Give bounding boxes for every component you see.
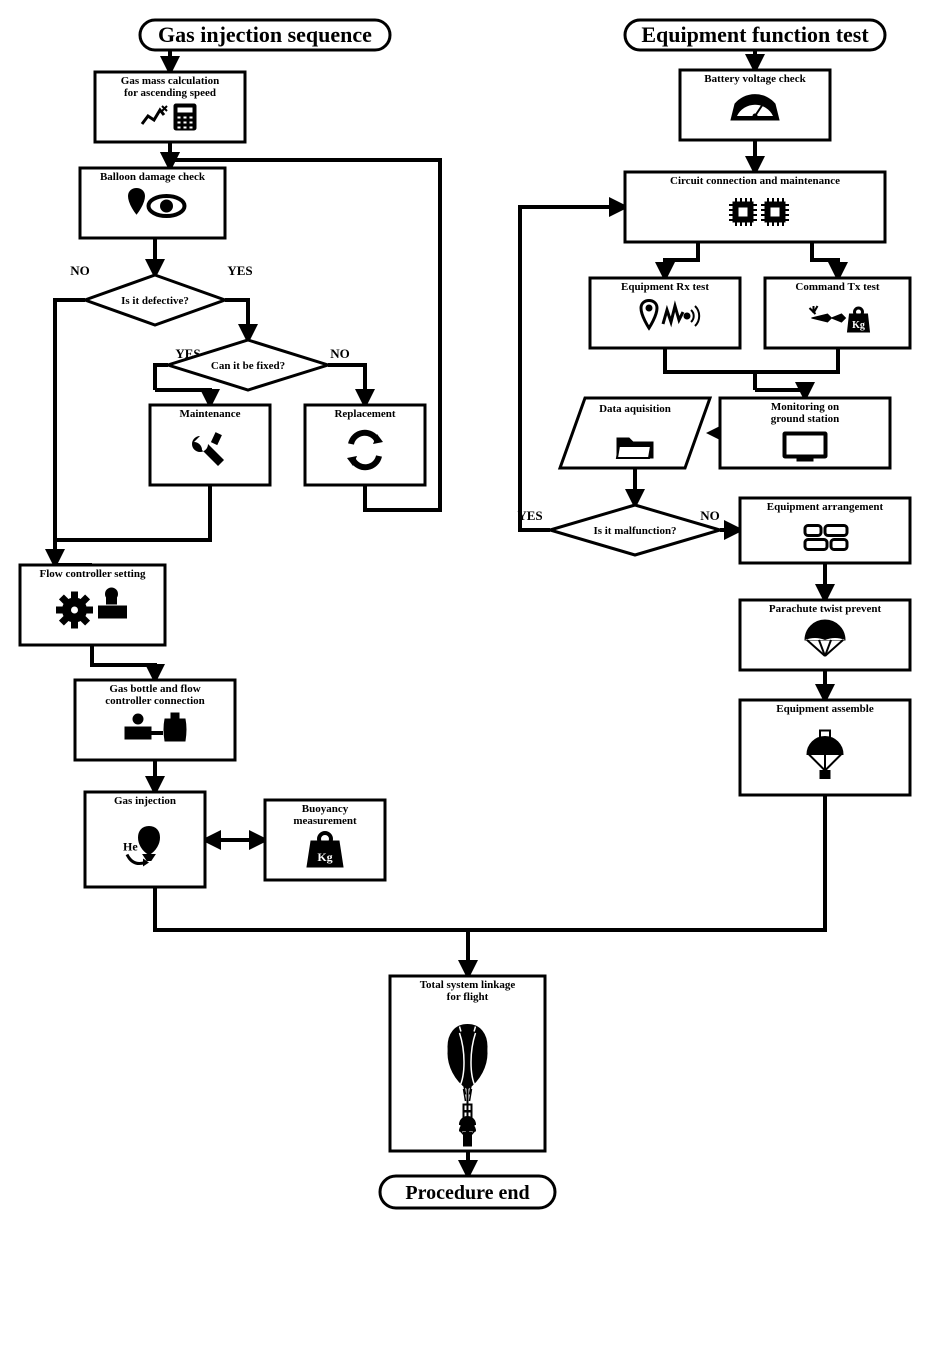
node-tx_test: Command Tx test Kg [765, 278, 910, 348]
node-linkage-label: for flight [447, 991, 489, 1003]
node-gas_bottle-label: controller connection [105, 695, 205, 707]
right-title: Equipment function test [625, 20, 885, 50]
edge [155, 390, 210, 405]
edge-label-malfunction_yes: YES [517, 508, 542, 523]
node-monitoring-label: Monitoring on [771, 401, 839, 413]
edge-label-canfix_no: NO [330, 346, 350, 361]
node-malfunction: Is it malfunction? [550, 505, 720, 555]
node-maintenance: Maintenance [150, 405, 270, 485]
edge [468, 795, 825, 930]
node-balloon_check: Balloon damage check [80, 168, 225, 238]
left-title: Gas injection sequence [140, 20, 390, 50]
node-assemble-label: Equipment assemble [776, 703, 874, 715]
edge-label-malfunction_no: NO [700, 508, 720, 523]
node-data_acq: Data aquisition [560, 398, 710, 468]
node-gas_inject: Gas injection He [85, 792, 205, 887]
node-battery-label: Battery voltage check [704, 73, 806, 85]
node-flow_setting: Flow controller setting [20, 565, 165, 645]
node-parachute-label: Parachute twist prevent [769, 603, 882, 615]
node-battery: Battery voltage check [680, 70, 830, 140]
edge [225, 300, 248, 340]
edge [328, 365, 365, 405]
node-gas_calc-label: Gas mass calculation [121, 75, 219, 87]
node-monitoring-label: ground station [771, 413, 840, 425]
node-buoyancy-label: Buoyancy [302, 803, 349, 815]
edge [665, 242, 698, 278]
edge [55, 485, 210, 540]
node-canfix-label: Can it be fixed? [211, 360, 285, 372]
edge [665, 348, 755, 372]
node-maintenance-label: Maintenance [179, 408, 240, 420]
node-buoyancy: Buoyancymeasurement Kg [265, 800, 385, 880]
node-gas_bottle: Gas bottle and flowcontroller connection [75, 680, 235, 760]
node-arrangement-label: Equipment arrangement [767, 501, 884, 513]
monitor-icon [783, 432, 827, 461]
edge [812, 242, 838, 278]
svg-text:Kg: Kg [317, 850, 332, 864]
node-defective: Is it defective? [85, 275, 225, 325]
node-gas_inject-label: Gas injection [114, 795, 176, 807]
node-gas_calc-label: for ascending speed [124, 87, 216, 99]
flowchart-canvas: Gas injection sequence Equipment function… [0, 0, 931, 1350]
node-linkage-label: Total system linkage [420, 979, 516, 991]
node-rx_test: Equipment Rx test [590, 278, 740, 348]
svg-text:He: He [123, 840, 138, 854]
node-buoyancy-label: measurement [293, 815, 357, 827]
edge-label-defective_yes: YES [227, 263, 252, 278]
node-circuit-label: Circuit connection and maintenance [670, 175, 840, 187]
left-title-label: Gas injection sequence [158, 22, 372, 47]
node-assemble: Equipment assemble [740, 700, 910, 795]
node-data_acq-label: Data aquisition [599, 403, 671, 415]
edge [55, 300, 85, 540]
node-arrangement: Equipment arrangement [740, 498, 910, 563]
node-tx_test-label: Command Tx test [795, 281, 879, 293]
edge [155, 887, 468, 930]
node-gas_calc: Gas mass calculationfor ascending speed [95, 72, 245, 142]
node-replacement: Replacement [305, 405, 425, 485]
edge [755, 348, 838, 372]
node-monitoring: Monitoring onground station [720, 398, 890, 468]
node-flow_setting-label: Flow controller setting [40, 568, 146, 580]
right-title-label: Equipment function test [641, 22, 869, 47]
node-parachute: Parachute twist prevent [740, 600, 910, 670]
node-replacement-label: Replacement [334, 408, 395, 420]
node-balloon_check-label: Balloon damage check [100, 171, 206, 183]
edge-label-defective_no: NO [70, 263, 90, 278]
edge [92, 645, 155, 680]
node-rx_test-label: Equipment Rx test [621, 281, 709, 293]
edge [155, 365, 168, 390]
svg-text:Kg: Kg [852, 320, 865, 331]
node-defective-label: Is it defective? [121, 295, 189, 307]
edge [520, 207, 625, 530]
node-circuit: Circuit connection and maintenance [625, 172, 885, 242]
node-end-label: Procedure end [405, 1182, 529, 1204]
node-gas_bottle-label: Gas bottle and flow [109, 683, 200, 695]
node-malfunction-label: Is it malfunction? [593, 525, 676, 537]
node-end: Procedure end [380, 1176, 555, 1208]
